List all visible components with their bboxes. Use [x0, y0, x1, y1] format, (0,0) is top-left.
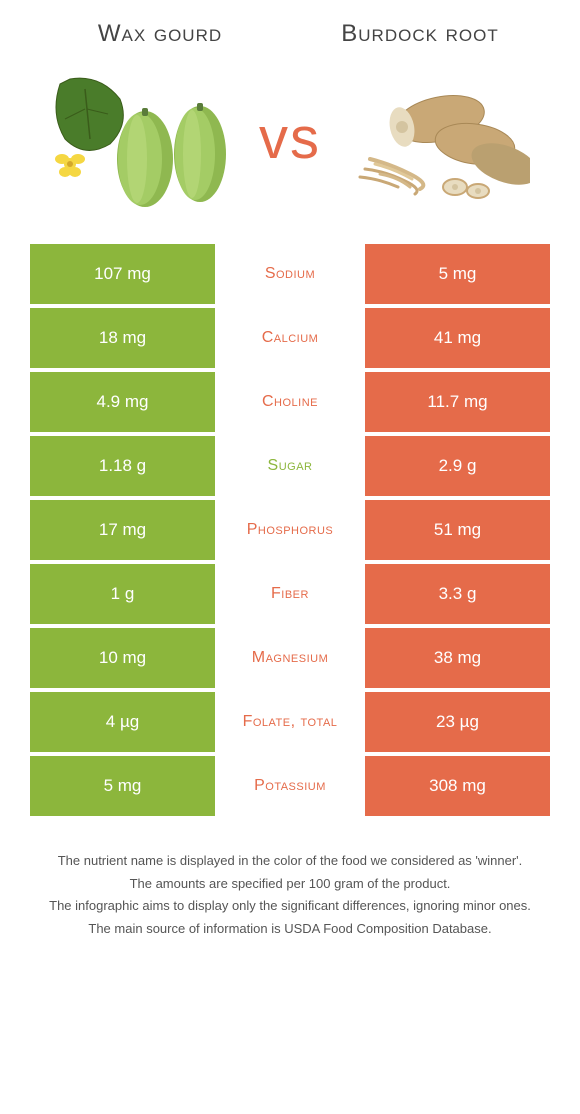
footnote-line: The main source of information is USDA F…	[40, 919, 540, 940]
nutrient-label: Sugar	[215, 436, 365, 496]
right-value: 3.3 g	[365, 564, 550, 624]
table-row: 17 mgPhosphorus51 mg	[30, 500, 550, 560]
nutrient-label: Choline	[215, 372, 365, 432]
left-value: 10 mg	[30, 628, 215, 688]
left-value: 1.18 g	[30, 436, 215, 496]
table-row: 107 mgSodium5 mg	[30, 244, 550, 304]
table-row: 5 mgPotassium308 mg	[30, 756, 550, 816]
vs-label: vs	[259, 105, 321, 172]
nutrient-label: Calcium	[215, 308, 365, 368]
footnotes: The nutrient name is displayed in the co…	[30, 851, 550, 940]
right-food-title: Burdock root	[290, 20, 550, 49]
burdock-root-image	[340, 64, 540, 214]
nutrient-label: Fiber	[215, 564, 365, 624]
left-value: 4.9 mg	[30, 372, 215, 432]
nutrient-label: Folate, total	[215, 692, 365, 752]
left-value: 4 µg	[30, 692, 215, 752]
left-value: 18 mg	[30, 308, 215, 368]
left-value: 5 mg	[30, 756, 215, 816]
table-row: 1.18 gSugar2.9 g	[30, 436, 550, 496]
table-row: 1 gFiber3.3 g	[30, 564, 550, 624]
right-value: 38 mg	[365, 628, 550, 688]
footnote-line: The amounts are specified per 100 gram o…	[40, 874, 540, 895]
footnote-line: The infographic aims to display only the…	[40, 896, 540, 917]
table-row: 4.9 mgCholine11.7 mg	[30, 372, 550, 432]
left-value: 17 mg	[30, 500, 215, 560]
right-value: 5 mg	[365, 244, 550, 304]
right-value: 11.7 mg	[365, 372, 550, 432]
nutrient-label: Sodium	[215, 244, 365, 304]
infographic-container: Wax gourd Burdock root	[0, 0, 580, 962]
nutrient-label: Phosphorus	[215, 500, 365, 560]
right-value: 41 mg	[365, 308, 550, 368]
footnote-line: The nutrient name is displayed in the co…	[40, 851, 540, 872]
right-value: 308 mg	[365, 756, 550, 816]
left-value: 107 mg	[30, 244, 215, 304]
wax-gourd-image	[40, 64, 240, 214]
nutrient-label: Magnesium	[215, 628, 365, 688]
right-value: 2.9 g	[365, 436, 550, 496]
images-row: vs	[30, 64, 550, 214]
table-row: 18 mgCalcium41 mg	[30, 308, 550, 368]
nutrient-label: Potassium	[215, 756, 365, 816]
header-row: Wax gourd Burdock root	[30, 20, 550, 49]
right-value: 51 mg	[365, 500, 550, 560]
left-value: 1 g	[30, 564, 215, 624]
nutrient-table: 107 mgSodium5 mg18 mgCalcium41 mg4.9 mgC…	[30, 244, 550, 816]
table-row: 4 µgFolate, total23 µg	[30, 692, 550, 752]
table-row: 10 mgMagnesium38 mg	[30, 628, 550, 688]
left-food-title: Wax gourd	[30, 20, 290, 49]
right-value: 23 µg	[365, 692, 550, 752]
